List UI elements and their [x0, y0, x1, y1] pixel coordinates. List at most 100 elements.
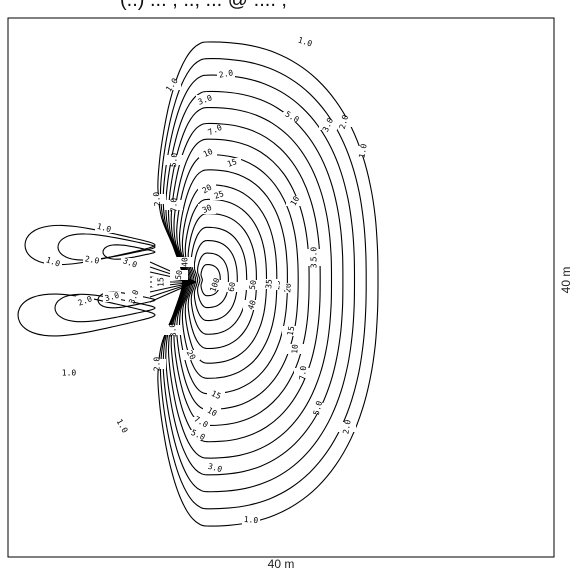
svg-text:60: 60 [227, 281, 238, 292]
svg-text:15: 15 [210, 389, 223, 401]
contour-label: 100 [206, 277, 224, 293]
svg-text:1.0: 1.0 [62, 369, 77, 378]
contour-label: 7.0 [206, 123, 224, 137]
contour-label: 40 [243, 299, 261, 311]
contour-label: 20 [182, 349, 200, 362]
svg-text:30: 30 [201, 203, 214, 215]
svg-text:40: 40 [246, 299, 258, 311]
contour-line [197, 252, 229, 309]
svg-text:10: 10 [206, 406, 219, 419]
contour-label: 3.0 [121, 256, 139, 270]
contour-label: 15 [207, 389, 225, 401]
svg-text:15: 15 [157, 277, 166, 287]
svg-text:50: 50 [248, 279, 259, 290]
contour-label: 3.0 [164, 322, 182, 338]
svg-text:2.0: 2.0 [152, 191, 162, 206]
svg-text:2.0: 2.0 [153, 357, 162, 372]
contour-label: 3.0 [196, 93, 214, 107]
contour-label: 3.0 [319, 116, 337, 133]
svg-text:3.0: 3.0 [168, 322, 178, 337]
contour-label: 15 [223, 157, 241, 169]
contour-label: 5.0 [189, 428, 207, 442]
contour-label: 25 [210, 189, 228, 201]
contour-label: 3.0 [305, 254, 323, 269]
svg-text:3.0: 3.0 [104, 291, 120, 303]
contour-label: 2.0 [338, 419, 356, 435]
contour-label: 1.0 [296, 35, 314, 49]
svg-text:1.0: 1.0 [357, 143, 368, 159]
svg-text:2.0: 2.0 [338, 114, 350, 130]
contour-label: 2.0 [148, 191, 166, 207]
contour-label: 15 [152, 277, 170, 287]
contour-label: 1.0 [354, 143, 372, 159]
svg-text:15: 15 [286, 325, 297, 336]
contour-line [149, 281, 197, 303]
contour-label: 50 [170, 269, 188, 281]
contour-label: 1.0 [95, 222, 113, 234]
contour-label: 15 [282, 325, 300, 337]
svg-text:50: 50 [174, 269, 185, 280]
contour-label: 1.0 [113, 417, 131, 435]
svg-text:25: 25 [213, 189, 225, 201]
width-dimension-label: 40 m [268, 557, 295, 571]
height-dimension-label: 40 m [559, 267, 573, 294]
contour-label: 10 [286, 344, 304, 355]
svg-text:7.0: 7.0 [170, 198, 179, 213]
caption-partial: (..) ... , .., ... @ .... , [120, 0, 287, 11]
svg-text:10: 10 [290, 344, 300, 355]
contour-label: 60 [223, 281, 241, 293]
contour-label: 5.0 [283, 109, 301, 125]
contour-line [193, 240, 238, 322]
svg-text:5.0: 5.0 [283, 109, 300, 124]
contour-line [200, 264, 221, 297]
contour-label: 2.0 [148, 357, 166, 372]
contour-label: 2.0 [76, 294, 94, 308]
svg-text:20: 20 [185, 349, 198, 362]
svg-text:5.0: 5.0 [169, 152, 179, 167]
contour-label: 5.0 [305, 247, 323, 262]
contour-label: 7.0 [294, 365, 312, 381]
svg-text:35: 35 [264, 279, 274, 290]
svg-text:2.0: 2.0 [218, 68, 234, 79]
contour-line [57, 233, 156, 261]
contour-label: 1.0 [60, 368, 78, 378]
svg-text:1.0: 1.0 [297, 35, 314, 48]
svg-text:5.0: 5.0 [310, 247, 319, 262]
contour-label: 20 [279, 283, 297, 294]
contour-label: 1.0 [163, 76, 181, 94]
contour-label: 3.0 [103, 291, 121, 303]
contour-line [190, 226, 248, 335]
svg-text:10: 10 [289, 194, 302, 207]
plot-frame [7, 17, 555, 558]
svg-text:7.0: 7.0 [298, 365, 308, 380]
contour-line [17, 293, 156, 337]
contour-label: 1.0 [242, 515, 260, 525]
svg-text:2.0: 2.0 [84, 254, 100, 265]
contour-line [102, 244, 156, 260]
contour-label: 5.0 [165, 152, 183, 168]
contour-label: 30 [198, 203, 216, 215]
svg-text:15: 15 [226, 157, 238, 169]
contour-label: 2.0 [83, 254, 101, 266]
svg-text:2.0: 2.0 [341, 419, 352, 435]
svg-text:1.0: 1.0 [96, 222, 112, 234]
contour-label: 35 [260, 279, 278, 290]
svg-text:20: 20 [283, 283, 293, 294]
svg-text:5.0: 5.0 [312, 400, 324, 416]
contour-lines [17, 41, 379, 527]
contour-label: 10 [203, 406, 221, 419]
contour-line [187, 213, 257, 350]
svg-text:10: 10 [202, 147, 215, 159]
contour-label: 10 [199, 147, 217, 159]
svg-text:3.0: 3.0 [310, 254, 319, 269]
contour-label: 2.0 [217, 68, 235, 80]
contour-label: 7.0 [165, 198, 183, 213]
contour-label: 40 [176, 257, 194, 267]
contour-label: 2.0 [335, 114, 353, 130]
contour-label: 10 [286, 194, 304, 207]
contour-label: 3.0 [206, 462, 224, 474]
contour-label: 1.0 [44, 255, 62, 269]
contour-labels: 1.0 1.0 1.0 1.0 1.0 1.0 1.0 1.0 2.0 2.0 … [44, 35, 372, 525]
contour-label: 5.0 [309, 400, 327, 416]
